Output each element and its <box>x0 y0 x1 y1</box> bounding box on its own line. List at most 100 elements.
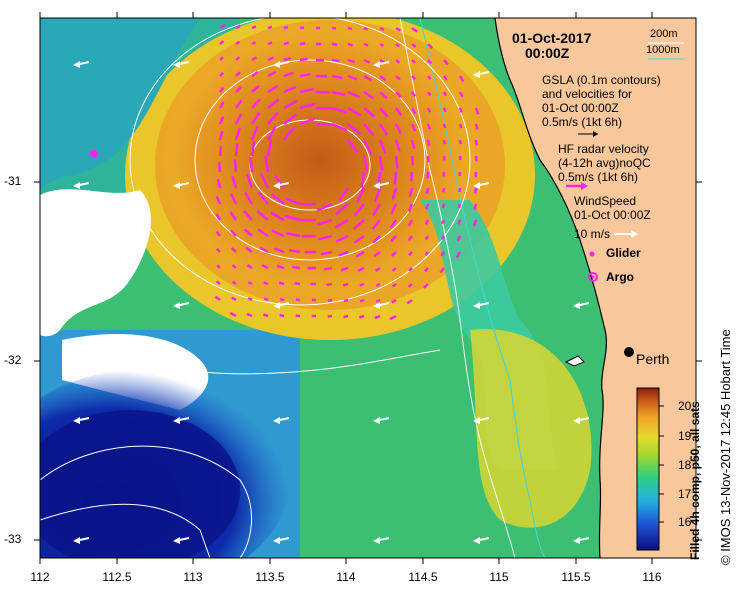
hf-velocity-arrow <box>300 59 308 60</box>
hf-velocity-arrow <box>442 236 444 240</box>
hf-velocity-arrow <box>426 204 428 209</box>
hf-velocity-arrow <box>360 284 364 286</box>
hf-legend-scale: 0.5m/s (1kt 6h) <box>558 170 638 184</box>
hf-velocity-arrow <box>395 172 396 185</box>
colorbar <box>637 388 659 550</box>
hf-velocity-arrow <box>280 299 284 300</box>
wind-legend-scale: 10 m/s <box>574 227 610 241</box>
hf-velocity-arrow <box>411 172 412 181</box>
hf-velocity-arrow <box>268 42 272 44</box>
x-tick-label: 115 <box>489 570 508 584</box>
glider-legend-label: Glider <box>606 246 641 260</box>
hf-velocity-arrow <box>252 42 256 44</box>
argo-legend-label: Argo <box>606 270 634 284</box>
x-tick-label: 114.5 <box>408 570 437 584</box>
y-tick-label: -31 <box>4 174 21 188</box>
hf-velocity-arrow <box>248 282 252 284</box>
hf-velocity-arrow <box>380 44 384 46</box>
warm-core-eddy <box>160 20 480 300</box>
hf-velocity-arrow <box>459 188 460 192</box>
hf-velocity-arrow <box>475 188 476 193</box>
hf-velocity-arrow <box>460 108 462 112</box>
hf-velocity-arrow <box>268 27 272 28</box>
hf-velocity-arrow <box>264 282 268 284</box>
gsla-legend-line2: and velocities for <box>542 87 632 101</box>
hf-velocity-arrow <box>443 188 444 192</box>
hf-velocity-arrow <box>300 74 311 76</box>
hf-velocity-arrow <box>252 26 256 28</box>
x-tick-label: 114 <box>336 570 355 584</box>
hf-velocity-arrow <box>412 156 413 165</box>
hf-velocity-arrow <box>284 43 289 44</box>
hf-velocity-arrow <box>428 140 429 146</box>
x-tick-label: 116 <box>642 570 661 584</box>
hf-velocity-arrow <box>344 316 349 317</box>
hf-velocity-arrow <box>427 188 428 194</box>
hf-velocity-arrow <box>343 284 348 285</box>
hf-velocity-arrow <box>359 316 364 318</box>
hf-velocity-arrow <box>344 300 348 301</box>
hf-velocity-arrow <box>459 204 460 208</box>
colorbar-title: Filled 4h comp, p50, all sats <box>688 401 702 560</box>
hf-velocity-arrow <box>444 108 446 112</box>
bathy-200-label: 200m <box>650 28 678 40</box>
hf-velocity-arrow <box>219 162 220 172</box>
x-tick-label: 112 <box>30 570 49 584</box>
wind-legend-line1: WindSpeed <box>574 194 636 208</box>
argo-float-marker <box>90 150 98 158</box>
hf-velocity-arrow <box>376 284 380 286</box>
map-time-title: 00:00Z <box>525 45 569 61</box>
y-tick-label: -32 <box>4 353 21 367</box>
hf-velocity-arrow <box>376 300 380 302</box>
hf-velocity-arrow <box>284 27 288 28</box>
hf-velocity-arrow <box>264 299 268 300</box>
hf-velocity-arrow <box>442 220 444 224</box>
hf-velocity-arrow <box>263 315 268 317</box>
wind-legend-line2: 01-Oct 00:00Z <box>574 208 651 222</box>
hf-velocity-arrow <box>443 204 444 208</box>
hf-velocity-arrow <box>458 220 460 224</box>
perth-label: Perth <box>636 351 669 367</box>
hf-velocity-arrow <box>250 157 252 172</box>
hf-legend-line2: (4-12h avg)noQC <box>558 156 651 170</box>
hf-velocity-arrow <box>360 300 364 301</box>
hf-velocity-arrow <box>380 28 384 30</box>
hf-velocity-arrow <box>428 124 430 129</box>
hf-velocity-arrow <box>396 156 397 168</box>
hf-velocity-arrow <box>428 156 429 162</box>
cold-pool-core <box>20 410 240 570</box>
hf-velocity-arrow <box>364 28 368 29</box>
hf-velocity-arrow <box>460 124 461 128</box>
hf-velocity-arrow <box>220 146 221 156</box>
hf-velocity-arrow <box>295 283 300 284</box>
gsla-legend-scale: 0.5m/s (1kt 6h) <box>542 115 622 129</box>
hf-velocity-arrow <box>279 283 284 284</box>
perth-marker <box>624 347 634 357</box>
hf-velocity-arrow <box>324 268 332 269</box>
hf-velocity-arrow <box>460 140 461 144</box>
x-tick-label: 113.5 <box>255 570 284 584</box>
hf-velocity-arrow <box>327 284 332 285</box>
hf-velocity-arrow <box>328 316 332 317</box>
gsla-legend-line1: GSLA (0.1m contours) <box>542 73 661 87</box>
hf-velocity-arrow <box>476 140 477 145</box>
hf-velocity-arrow <box>235 159 236 172</box>
x-tick-label: 113 <box>183 570 202 584</box>
y-tick-label: -33 <box>4 532 21 546</box>
hf-velocity-arrow <box>348 28 352 29</box>
hf-velocity-arrow <box>444 124 445 128</box>
hf-velocity-arrow <box>296 300 300 301</box>
hf-velocity-arrow <box>444 92 446 96</box>
map-date-title: 01-Oct-2017 <box>512 30 591 46</box>
hf-velocity-arrow <box>332 60 340 61</box>
hf-velocity-arrow <box>476 124 478 130</box>
hf-velocity-arrow <box>292 267 300 268</box>
hf-velocity-arrow <box>348 44 353 45</box>
hf-velocity-arrow <box>332 28 336 29</box>
hf-velocity-arrow <box>236 143 238 156</box>
hf-velocity-arrow <box>328 300 332 301</box>
bathy-1000-label: 1000m <box>646 44 680 56</box>
hf-velocity-arrow <box>332 44 337 45</box>
imos-credit: © IMOS 13-Nov-2017 12:45 Hobart Time <box>718 329 733 565</box>
